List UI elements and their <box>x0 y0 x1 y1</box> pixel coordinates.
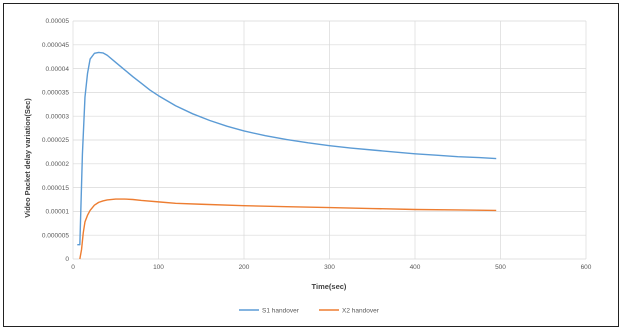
y-tick-label: 0.00001 <box>46 209 70 216</box>
series-line-1 <box>77 51 497 246</box>
legend: S1 handover X2 handover <box>239 307 380 314</box>
x-tick-label: 400 <box>410 264 421 271</box>
series-line-2 <box>79 198 497 260</box>
series-lines <box>77 51 497 260</box>
y-tick-label: 0 <box>65 256 69 263</box>
x-tick-label: 200 <box>239 264 250 271</box>
y-axis-ticks: 0 0.000005 0.00001 0.000015 0.00002 0.000025 0… <box>42 18 70 263</box>
x-tick-label: 300 <box>324 264 335 271</box>
legend-label-1: S1 handover <box>262 307 300 314</box>
y-tick-label: 0.00002 <box>46 161 70 168</box>
gridlines <box>72 20 587 260</box>
y-tick-label: 0.000035 <box>42 90 69 97</box>
y-tick-label: 0.00003 <box>46 113 70 120</box>
x-tick-label: 500 <box>495 264 506 271</box>
y-tick-label: 0.000015 <box>42 185 69 192</box>
y-tick-label: 0.000005 <box>42 232 69 239</box>
chart-frame <box>3 3 619 327</box>
y-tick-label: 0.00004 <box>46 66 70 73</box>
x-tick-label: 100 <box>153 264 164 271</box>
x-axis-ticks: 0 100 200 300 400 500 600 <box>71 264 592 271</box>
x-axis-title: Time(sec) <box>312 282 347 291</box>
legend-label-2: X2 handover <box>342 307 380 314</box>
x-tick-label: 600 <box>581 264 592 271</box>
y-axis-title: Video Packet delay variation(Sec) <box>23 98 32 218</box>
y-tick-label: 0.000025 <box>42 137 69 144</box>
y-tick-label: 0.000045 <box>42 42 69 49</box>
x-tick-label: 0 <box>71 264 75 271</box>
y-tick-label: 0.00005 <box>46 18 70 25</box>
